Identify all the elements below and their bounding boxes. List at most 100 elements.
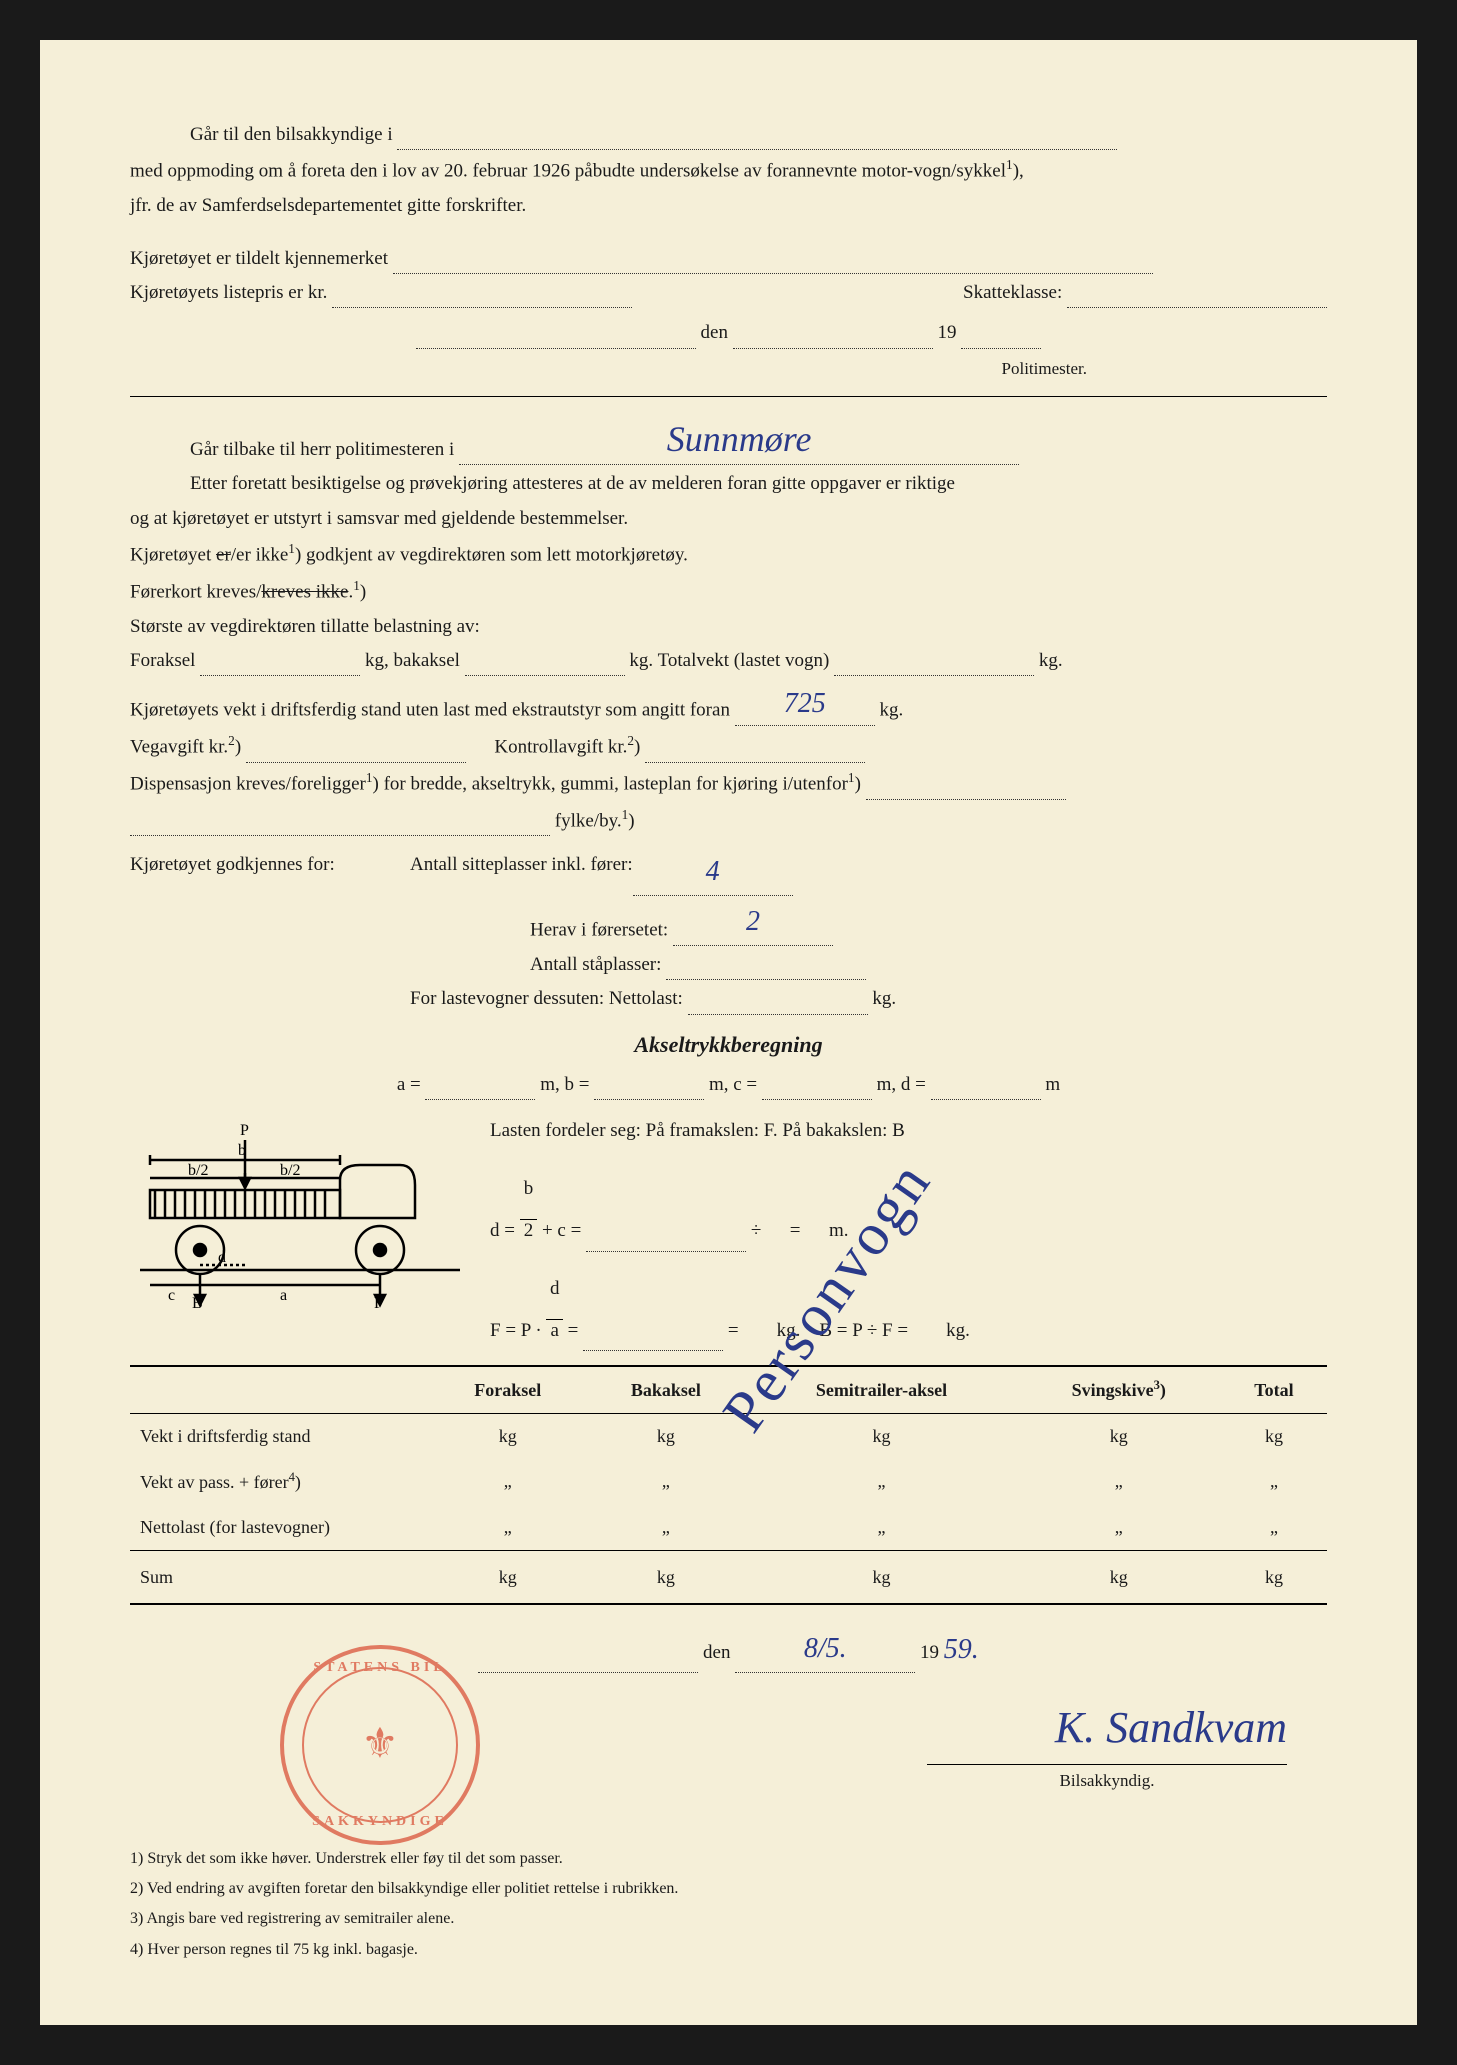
row2-c0: „ [430, 1505, 585, 1550]
truck-diagram: P b b/2b/2 a c B F d [130, 1110, 470, 1310]
formula-text: Lasten fordeler seg: På framakslen: F. P… [490, 1110, 1327, 1351]
field-foraksel[interactable] [200, 675, 360, 676]
label-totalvekt: kg. Totalvekt (lastet vogn) [629, 650, 829, 671]
field-a[interactable] [425, 1099, 535, 1100]
attest3a: Kjøretøyet [130, 545, 216, 566]
sum-c2: kg [746, 1550, 1016, 1604]
field-totalvekt[interactable] [834, 675, 1034, 676]
label-vegavgift: Vegavgift kr. [130, 737, 228, 758]
intro-line2: med oppmoding om å foreta den i lov av 2… [130, 154, 1327, 187]
label-kg3: kg. [872, 988, 896, 1009]
sum-label: Sum [130, 1550, 430, 1604]
th-semitrailer: Semitrailer-aksel [746, 1366, 1016, 1413]
disp2-end: ) [628, 810, 634, 831]
hand-sitteplasser: 4 [706, 856, 720, 887]
label-politimester: Politimester. [130, 355, 1327, 382]
row-godkjennes2: Herav i førersetet: 2 [130, 900, 1327, 946]
field-kjennemerke[interactable] [393, 273, 1153, 274]
sum-c0: kg [430, 1550, 585, 1604]
field-staplasser[interactable] [666, 979, 866, 980]
row1-c3: „ [1017, 1459, 1221, 1505]
svg-text:d: d [218, 1249, 226, 1266]
row-date-top: den 19 [130, 318, 1327, 348]
field-place-top[interactable] [416, 348, 696, 349]
attest3-strike: er [216, 545, 231, 566]
label-listepris: Kjøretøyets listepris er kr. [130, 282, 327, 303]
th-svingskive: Svingskive3) [1017, 1366, 1221, 1413]
svg-text:c: c [168, 1287, 175, 1304]
row2-label: Nettolast (for lastevogner) [130, 1505, 430, 1550]
table-row: Vekt i driftsferdig stand kg kg kg kg kg [130, 1414, 1327, 1459]
label-kg1: kg. [1039, 650, 1063, 671]
disp1: Dispensasjon kreves/foreligger [130, 773, 366, 794]
hand-tilbake: Sunnmøre [667, 419, 812, 459]
stamp-crest-icon: ⚜ [361, 1712, 399, 1779]
intro-line1: Går til den bilsakkyndige i [130, 120, 1327, 150]
th-foraksel: Foraksel [430, 1366, 585, 1413]
table-row: Nettolast (for lastevogner) „ „ „ „ „ [130, 1505, 1327, 1550]
hand-date: 8/5. [804, 1633, 847, 1664]
field-vegavgift[interactable] [246, 762, 466, 763]
divider-top [130, 396, 1327, 397]
svg-text:b: b [238, 1142, 246, 1159]
field-b[interactable] [594, 1099, 704, 1100]
row0-c0: kg [430, 1414, 585, 1459]
th-total: Total [1221, 1366, 1327, 1413]
field-sitteplasser[interactable]: 4 [633, 850, 793, 896]
field-place-bottom[interactable] [478, 1672, 698, 1673]
attest3b: /er ikke [231, 545, 289, 566]
field-skatteklasse[interactable] [1067, 307, 1327, 308]
row0-c1: kg [585, 1414, 746, 1459]
sum-c1: kg [585, 1550, 746, 1604]
row-listepris: Kjøretøyets listepris er kr. Skatteklass… [130, 278, 1327, 308]
label-bilsakkyndig: Bilsakkyndig. [927, 1764, 1287, 1794]
field-bakaksel[interactable] [465, 675, 625, 676]
label-den-top: den [701, 322, 728, 343]
field-f-calc[interactable] [583, 1350, 723, 1351]
field-c[interactable] [762, 1099, 872, 1100]
hand-herav: 2 [746, 906, 760, 937]
field-kontrollavgift[interactable] [645, 762, 865, 763]
row0-c3: kg [1017, 1414, 1221, 1459]
field-driftsvekt[interactable]: 725 [735, 680, 875, 726]
footnote-3: 3) Angis bare ved registrering av semitr… [130, 1904, 1327, 1934]
field-disp1[interactable] [866, 799, 1066, 800]
listepris-wrap: Kjøretøyets listepris er kr. [130, 278, 632, 308]
row0-c4: kg [1221, 1414, 1327, 1459]
disp-sup1: 1 [366, 770, 373, 785]
stamp-text-bottom: SAKKYNDIGE [284, 1811, 476, 1833]
field-herav[interactable]: 2 [673, 900, 833, 946]
weight-table: Foraksel Bakaksel Semitrailer-aksel Svin… [130, 1365, 1327, 1605]
field-year-top[interactable] [961, 348, 1041, 349]
row-godkjennes3: Antall ståplasser: [130, 950, 1327, 980]
stamp-text-top: STATENS BIL [284, 1657, 476, 1679]
f-formula-row: F = P · da = = kg. B = P ÷ F = kg. [490, 1268, 1327, 1352]
field-day-top[interactable] [733, 348, 933, 349]
row-belastning: Foraksel kg, bakaksel kg. Totalvekt (las… [130, 646, 1327, 676]
field-tilbake[interactable]: Sunnmøre [459, 407, 1019, 466]
disp1c: ) [855, 773, 861, 794]
disp2-suffix: fylke/by. [555, 810, 622, 831]
sup-kontroll: 2 [627, 733, 634, 748]
th-blank [130, 1366, 430, 1413]
form-page: Går til den bilsakkyndige i med oppmodin… [40, 40, 1417, 2025]
field-nettolast[interactable] [688, 1014, 868, 1015]
svg-text:B: B [192, 1295, 203, 1310]
sum-c4: kg [1221, 1550, 1327, 1604]
attest-line2: og at kjøretøyet er utstyrt i samsvar me… [130, 504, 1327, 534]
label-driftsvekt: Kjøretøyets vekt i driftsferdig stand ut… [130, 700, 730, 721]
attest-line4: Førerkort kreves/kreves ikke.1) [130, 575, 1327, 608]
official-stamp: STATENS BIL ⚜ SAKKYNDIGE [280, 1645, 480, 1845]
field-day-bottom[interactable]: 8/5. [735, 1627, 915, 1673]
footnotes: 1) Stryk det som ikke høver. Understrek … [130, 1844, 1327, 1966]
attest4-sup: 1 [353, 578, 360, 593]
row-godkjennes1: Kjøretøyet godkjennes for: Antall sittep… [130, 850, 1327, 896]
label-19-bottom: 19 [920, 1642, 939, 1663]
field-listepris[interactable] [332, 307, 632, 308]
field-bilsakkyndige[interactable] [397, 149, 1117, 150]
field-disp2[interactable] [130, 835, 550, 836]
field-d-calc[interactable] [586, 1251, 746, 1252]
label-staplasser: Antall ståplasser: [530, 954, 661, 975]
field-d[interactable] [931, 1099, 1041, 1100]
row0-c2: kg [746, 1414, 1016, 1459]
